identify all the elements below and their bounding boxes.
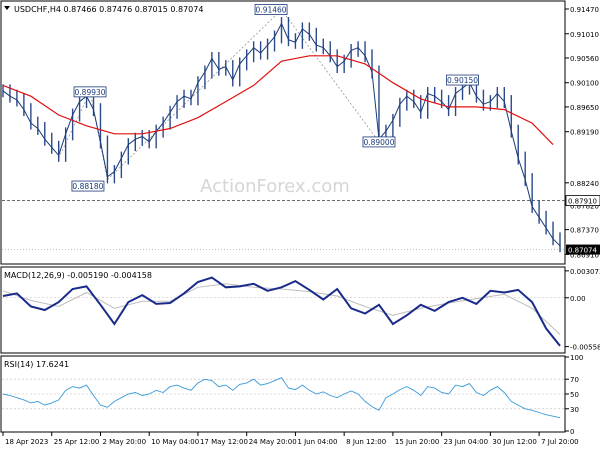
trend-segment xyxy=(281,9,380,143)
price-ytick-label: 0.88240 xyxy=(570,180,599,188)
rsi-panel: 100 70 50 30 0 RSI(14) 17.6241 xyxy=(0,354,583,436)
macd-panel: 0.003073 0.00 -0.005585 MACD(12,26,9) -0.0… xyxy=(0,266,600,354)
x-tick-label: 25 Apr 12:00 xyxy=(54,438,100,446)
reference-level-tag xyxy=(565,195,600,206)
x-tick-label: 15 Jun 20:00 xyxy=(395,438,439,446)
price-ytick-label: 0.87820 xyxy=(570,202,599,210)
price-ytick-label: 0.89190 xyxy=(570,129,599,137)
x-tick-label: 18 Apr 2023 xyxy=(5,438,48,446)
collapse-arrow-icon[interactable] xyxy=(4,6,10,10)
rsi-ytick-label: 70 xyxy=(570,376,579,384)
rsi-ytick-label: 50 xyxy=(570,391,579,399)
price-annotation-label: 0.88180 xyxy=(72,182,103,191)
price-panel-title: USDCHF,H4 0.87466 0.87476 0.87015 0.8707… xyxy=(14,5,203,14)
x-tick-label: 23 Jun 04:00 xyxy=(444,438,488,446)
price-annotation-box xyxy=(71,180,105,192)
price-ytick-label: 0.91010 xyxy=(570,31,599,39)
x-tick-label: 10 May 04:00 xyxy=(151,438,199,446)
price-ytick-label: 0.91470 xyxy=(570,6,599,14)
watermark: ActionForex.com xyxy=(200,176,350,197)
macd-ytick-label: 0.00 xyxy=(570,295,586,303)
price-ytick-label: 0.86910 xyxy=(570,251,599,259)
price-annotation-label: 0.89930 xyxy=(75,88,106,97)
macd-panel-title: MACD(12,26,9) -0.005190 -0.004158 xyxy=(4,271,152,280)
macd-ytick-label: 0.003073 xyxy=(570,268,600,276)
macd-ytick-label: -0.005585 xyxy=(570,344,600,352)
price-ytick-label: 0.90560 xyxy=(570,55,599,63)
rsi-ytick-label: 30 xyxy=(570,406,579,414)
current-price-tag xyxy=(566,244,600,255)
price-annotation-label: 0.90150 xyxy=(447,76,478,85)
rsi-ytick-label: 0 xyxy=(570,428,574,436)
macd-line xyxy=(2,276,561,347)
rsi-line xyxy=(2,377,561,419)
price-ytick-label: 0.90100 xyxy=(570,80,599,88)
macd-panel-frame xyxy=(0,266,566,354)
price-ytick-label: 0.89650 xyxy=(570,104,599,112)
x-tick-label: 1 Jun 04:00 xyxy=(297,438,337,446)
price-annotation-box xyxy=(446,74,479,86)
x-tick-label: 17 May 12:00 xyxy=(200,438,248,446)
current-price-label: 0.87074 xyxy=(568,247,597,255)
trend-segment xyxy=(107,9,282,180)
price-annotation-box xyxy=(254,4,288,15)
price-annotation-box xyxy=(73,86,107,98)
x-axis: 18 Apr 2023 25 Apr 12:00 2 May 20:00 10 May… xyxy=(2,432,579,446)
x-tick-label: 8 Jun 12:00 xyxy=(346,438,386,446)
price-ytick-label: 0.87370 xyxy=(570,227,599,235)
reference-level-label: 0.87910 xyxy=(568,198,597,206)
rsi-ytick-label: 100 xyxy=(570,354,583,362)
price-panel-frame xyxy=(0,0,566,265)
price-annotation-box xyxy=(362,136,396,148)
x-tick-label: 7 Jul 20:00 xyxy=(541,438,579,446)
x-tick-label: 2 May 20:00 xyxy=(102,438,146,446)
x-tick-label: 24 May 20:00 xyxy=(249,438,297,446)
moving-average-line xyxy=(2,55,554,146)
trend-segment xyxy=(58,91,91,159)
price-annotation-label: 0.89000 xyxy=(363,138,394,147)
price-annotation-label: 0.91460 xyxy=(256,6,287,15)
rsi-panel-title: RSI(14) 17.6241 xyxy=(4,360,69,369)
price-panel: ActionForex.com 0.89930 0.88180 0.91460 0.8… xyxy=(0,0,600,265)
x-tick-label: 30 Jun 12:00 xyxy=(492,438,536,446)
